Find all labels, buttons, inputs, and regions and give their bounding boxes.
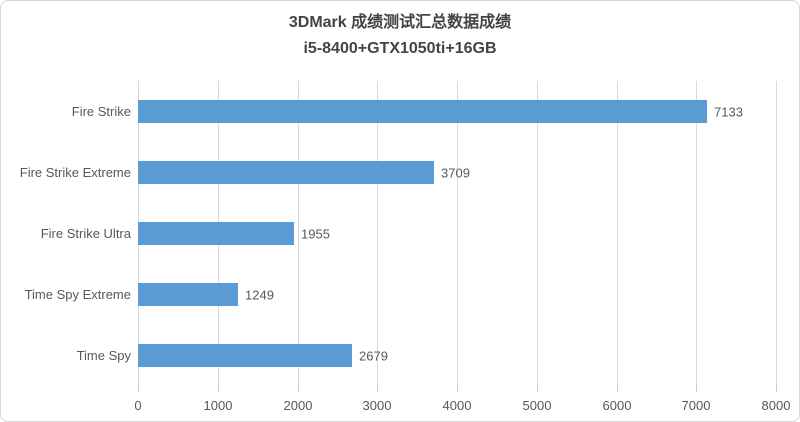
chart-title: 3DMark 成绩测试汇总数据成绩: [288, 14, 512, 31]
bar-row: 1955: [138, 203, 776, 264]
gridline: [617, 81, 618, 386]
bar-value-label: 1249: [245, 287, 274, 302]
x-axis-tick-mark: [218, 386, 219, 392]
x-axis-labels: 0 1000 2000 3000 4000 5000 6000 7000 8000: [134, 398, 790, 416]
category-label: Time Spy Extreme: [24, 287, 131, 302]
gridline: [537, 81, 538, 386]
gridline: [298, 81, 299, 386]
x-axis-tick-label: 6000: [602, 398, 632, 413]
chart-title-block: 3DMark 成绩测试汇总数据成绩 i5-8400+GTX1050ti+16GB: [1, 10, 799, 62]
x-axis-tick-label: 7000: [681, 398, 711, 413]
x-axis-tick-label: 2000: [283, 398, 313, 413]
x-axis-tick-mark: [537, 386, 538, 392]
x-axis-tick-label: 8000: [761, 398, 791, 413]
bar-value-label: 2679: [359, 348, 388, 363]
category-axis: Fire Strike Fire Strike Extreme Fire Strik…: [1, 81, 131, 386]
plot-area: 7133 3709 1955 1249 2679: [138, 81, 777, 386]
bar-row: 7133: [138, 81, 776, 142]
bar-value-label: 7133: [714, 104, 743, 119]
bar: [138, 161, 434, 184]
gridline: [696, 81, 697, 386]
x-axis-tick-mark: [617, 386, 618, 392]
gridline: [377, 81, 378, 386]
bar: [138, 100, 707, 123]
bar-row: 2679: [138, 325, 776, 386]
bar-value-label: 3709: [441, 165, 470, 180]
x-axis-ticks: [138, 386, 777, 392]
category-label: Fire Strike: [71, 104, 131, 119]
x-axis-tick-label: 1000: [203, 398, 233, 413]
bar: [138, 283, 238, 306]
category-label: Fire Strike Ultra: [40, 226, 131, 241]
x-axis-tick-label: 5000: [522, 398, 552, 413]
gridline: [457, 81, 458, 386]
category-label: Fire Strike Extreme: [19, 165, 131, 180]
gridline: [776, 81, 777, 386]
bar-value-label: 1955: [301, 226, 330, 241]
x-axis-tick-label: 3000: [362, 398, 392, 413]
x-axis-tick-mark: [457, 386, 458, 392]
bar: [138, 344, 352, 367]
bar-row: 1249: [138, 264, 776, 325]
x-axis-tick-mark: [138, 386, 139, 392]
category-label: Time Spy: [76, 348, 131, 363]
bar: [138, 222, 294, 245]
x-axis-tick-label: 4000: [442, 398, 472, 413]
x-axis-tick-label: 0: [134, 398, 142, 413]
x-axis-tick-mark: [776, 386, 777, 392]
bar-row: 3709: [138, 142, 776, 203]
chart-subtitle: i5-8400+GTX1050ti+16GB: [303, 40, 497, 57]
x-axis-tick-mark: [377, 386, 378, 392]
x-axis-tick-mark: [696, 386, 697, 392]
x-axis-tick-mark: [298, 386, 299, 392]
